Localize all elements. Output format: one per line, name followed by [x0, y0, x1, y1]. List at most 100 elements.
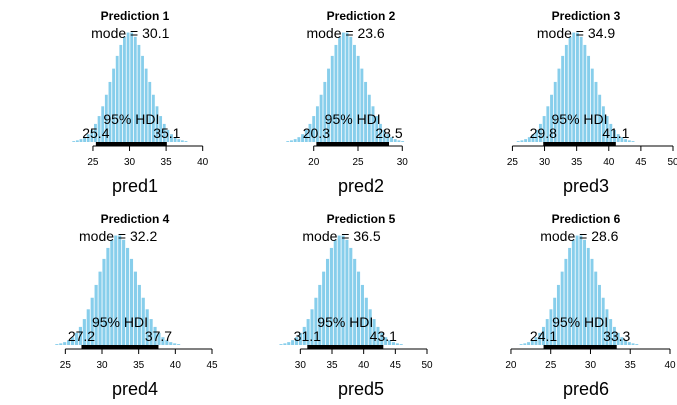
histogram-bar — [137, 284, 141, 345]
histogram-bar — [97, 116, 101, 142]
hdi-label: 95% HDI — [92, 314, 148, 330]
histogram-bar — [327, 68, 330, 142]
histogram-bar — [287, 342, 291, 345]
histogram-bar — [627, 140, 631, 142]
histogram-bar — [314, 297, 318, 345]
histogram-bar — [360, 284, 364, 345]
histogram-bar — [104, 94, 108, 142]
histogram-bar — [520, 140, 524, 142]
histogram-bar — [391, 342, 395, 345]
histogram-bar — [367, 94, 371, 142]
histogram-bar — [575, 235, 579, 345]
x-tick-label: 50 — [667, 157, 677, 168]
histogram-bar — [360, 68, 364, 142]
histogram-bar — [177, 139, 181, 142]
histogram-bar — [549, 309, 553, 345]
histogram-bar — [542, 326, 545, 345]
histogram-bar — [590, 68, 594, 142]
histogram-bar — [94, 123, 97, 142]
histogram-bar — [148, 81, 152, 142]
histogram-bar — [356, 55, 360, 142]
histogram-bar — [616, 332, 620, 345]
histogram-bar — [129, 258, 134, 345]
histogram-bar — [180, 140, 184, 142]
histogram-bar — [161, 337, 165, 345]
histogram-bar — [78, 326, 82, 345]
x-axis-label: pred1 — [112, 176, 158, 196]
mode-label: mode = 28.6 — [540, 228, 618, 244]
x-axis-label: pred5 — [338, 379, 384, 399]
histogram-bar — [380, 332, 384, 345]
chart-title: Prediction 3 — [552, 9, 621, 23]
mode-label: mode = 23.6 — [306, 25, 384, 41]
histogram-bar — [301, 134, 305, 142]
histogram-bar — [376, 326, 380, 345]
histogram-bar — [601, 297, 605, 345]
histogram-bar — [177, 344, 181, 345]
x-tick-label: 45 — [635, 157, 647, 168]
histogram-bar — [631, 141, 635, 142]
histogram-bar — [587, 55, 591, 142]
histogram-bar — [635, 344, 639, 345]
histogram-bar — [579, 36, 583, 143]
hdi-high-label: 35.1 — [153, 125, 180, 141]
histogram-bar — [561, 55, 565, 142]
histogram-bar — [353, 44, 356, 142]
histogram-bar — [322, 271, 326, 345]
histogram-bar — [119, 44, 123, 142]
histogram-bar — [165, 340, 169, 345]
histogram-bar — [531, 134, 535, 142]
histogram-bar — [133, 36, 137, 143]
histogram-bar — [616, 134, 620, 142]
x-tick-label: 25 — [87, 157, 99, 168]
histogram-bar — [86, 309, 90, 345]
hdi-label: 95% HDI — [103, 111, 159, 127]
histogram-bar — [297, 137, 301, 142]
x-tick-label: 40 — [664, 360, 676, 371]
histogram-bar — [145, 309, 149, 345]
histogram-bar — [153, 326, 157, 345]
histogram-bar — [126, 32, 130, 142]
histogram-bar — [133, 271, 137, 345]
histogram-bar — [534, 337, 538, 345]
mode-label: mode = 34.9 — [537, 25, 615, 41]
histogram-bar — [598, 284, 601, 345]
histogram-bar — [590, 258, 594, 345]
histogram-bar — [312, 116, 316, 142]
histogram-bar — [308, 123, 312, 142]
histogram-bar — [318, 284, 322, 345]
mode-label: mode = 30.1 — [91, 25, 169, 41]
histogram-bar — [173, 137, 177, 142]
histogram-bar — [294, 337, 299, 345]
chart-title: Prediction 6 — [552, 212, 621, 226]
x-tick-label: 30 — [539, 157, 551, 168]
histogram-bar — [283, 343, 287, 345]
x-tick-label: 40 — [358, 360, 370, 371]
histogram-bar — [535, 129, 539, 142]
histogram-bar — [345, 239, 349, 345]
histogram-bar — [125, 247, 130, 345]
histogram-bar — [375, 116, 379, 142]
histogram-bar — [306, 319, 310, 345]
x-tick-label: 35 — [161, 157, 173, 168]
histogram-bar — [560, 271, 564, 345]
histogram-bar — [601, 106, 605, 142]
hdi-label: 95% HDI — [317, 314, 373, 330]
histogram-bar — [112, 68, 115, 142]
histogram-bar — [605, 309, 609, 345]
x-tick-label: 40 — [603, 157, 615, 168]
histogram-bar — [83, 137, 87, 142]
histogram-bar — [583, 239, 587, 345]
histogram-bar — [82, 319, 86, 345]
histogram-bar — [102, 258, 106, 345]
histogram-bar — [279, 344, 283, 345]
histogram-bar — [388, 340, 392, 345]
histogram-bar — [70, 337, 75, 345]
histogram-bar — [627, 342, 631, 345]
histogram-bar — [620, 137, 624, 142]
x-axis-label: pred6 — [563, 379, 609, 399]
histogram-bar — [609, 319, 613, 345]
histogram-bar — [130, 32, 134, 142]
histogram-bar — [329, 247, 333, 345]
